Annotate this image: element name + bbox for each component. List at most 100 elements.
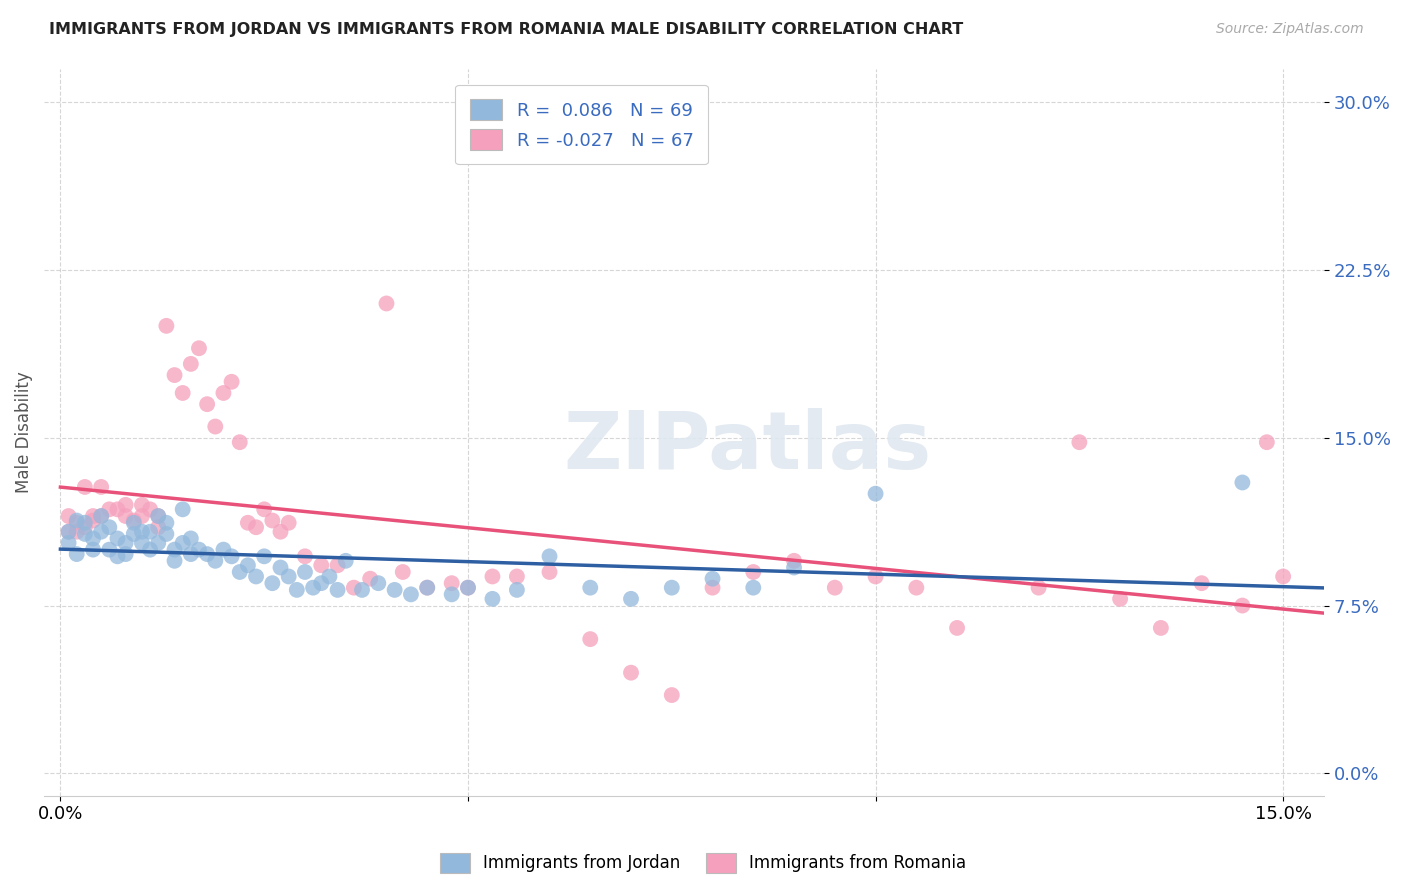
Point — [865, 486, 887, 500]
Legend: Immigrants from Jordan, Immigrants from Romania: Immigrants from Jordan, Immigrants from … — [433, 847, 973, 880]
Point — [481, 569, 503, 583]
Point — [229, 435, 252, 450]
Point — [148, 520, 170, 534]
Point — [1150, 621, 1173, 635]
Point — [221, 549, 243, 564]
Point — [66, 547, 89, 561]
Point — [783, 554, 806, 568]
Point — [1109, 591, 1132, 606]
Point — [82, 542, 104, 557]
Point — [195, 547, 218, 561]
Point — [742, 565, 765, 579]
Text: IMMIGRANTS FROM JORDAN VS IMMIGRANTS FROM ROMANIA MALE DISABILITY CORRELATION CH: IMMIGRANTS FROM JORDAN VS IMMIGRANTS FRO… — [49, 22, 963, 37]
Point — [302, 581, 325, 595]
Point — [457, 581, 479, 595]
Point — [155, 318, 177, 333]
Point — [114, 547, 136, 561]
Point — [139, 542, 162, 557]
Point — [946, 621, 969, 635]
Point — [107, 532, 129, 546]
Point — [506, 569, 529, 583]
Point — [212, 386, 235, 401]
Point — [236, 558, 259, 573]
Point — [294, 565, 316, 579]
Point — [440, 587, 463, 601]
Point — [90, 509, 112, 524]
Point — [538, 549, 561, 564]
Point — [107, 502, 129, 516]
Point — [114, 509, 136, 524]
Point — [620, 665, 643, 680]
Point — [172, 502, 194, 516]
Point — [391, 565, 413, 579]
Point — [204, 419, 226, 434]
Point — [359, 572, 381, 586]
Point — [506, 582, 529, 597]
Point — [172, 536, 194, 550]
Point — [195, 397, 218, 411]
Point — [277, 569, 299, 583]
Point — [326, 558, 349, 573]
Point — [58, 524, 80, 539]
Point — [783, 560, 806, 574]
Point — [661, 688, 683, 702]
Point — [155, 516, 177, 530]
Point — [122, 527, 145, 541]
Point — [73, 480, 96, 494]
Point — [180, 532, 202, 546]
Y-axis label: Male Disability: Male Disability — [15, 371, 32, 493]
Point — [98, 520, 121, 534]
Point — [163, 368, 186, 382]
Point — [294, 549, 316, 564]
Point — [538, 565, 561, 579]
Point — [309, 558, 332, 573]
Point — [579, 581, 602, 595]
Point — [82, 514, 104, 528]
Point — [82, 509, 104, 524]
Point — [702, 581, 724, 595]
Point — [107, 549, 129, 564]
Point — [309, 576, 332, 591]
Point — [245, 520, 267, 534]
Point — [180, 357, 202, 371]
Point — [318, 569, 340, 583]
Point — [457, 581, 479, 595]
Point — [188, 542, 211, 557]
Point — [73, 527, 96, 541]
Point — [1069, 435, 1091, 450]
Point — [114, 536, 136, 550]
Point — [1256, 435, 1278, 450]
Point — [90, 480, 112, 494]
Point — [326, 582, 349, 597]
Point — [139, 502, 162, 516]
Point — [270, 560, 292, 574]
Point — [350, 582, 373, 597]
Point — [90, 509, 112, 524]
Point — [66, 524, 89, 539]
Point — [375, 296, 398, 310]
Point — [481, 591, 503, 606]
Point — [253, 549, 276, 564]
Point — [82, 532, 104, 546]
Point — [367, 576, 389, 591]
Point — [905, 581, 928, 595]
Point — [98, 502, 121, 516]
Point — [90, 524, 112, 539]
Point — [98, 542, 121, 557]
Point — [131, 536, 153, 550]
Point — [73, 516, 96, 530]
Point — [131, 498, 153, 512]
Point — [824, 581, 846, 595]
Point — [262, 576, 284, 591]
Point — [122, 516, 145, 530]
Point — [384, 582, 406, 597]
Point — [1272, 569, 1295, 583]
Text: Source: ZipAtlas.com: Source: ZipAtlas.com — [1216, 22, 1364, 37]
Point — [399, 587, 422, 601]
Point — [742, 581, 765, 595]
Point — [253, 502, 276, 516]
Point — [131, 509, 153, 524]
Point — [440, 576, 463, 591]
Point — [702, 572, 724, 586]
Point — [285, 582, 308, 597]
